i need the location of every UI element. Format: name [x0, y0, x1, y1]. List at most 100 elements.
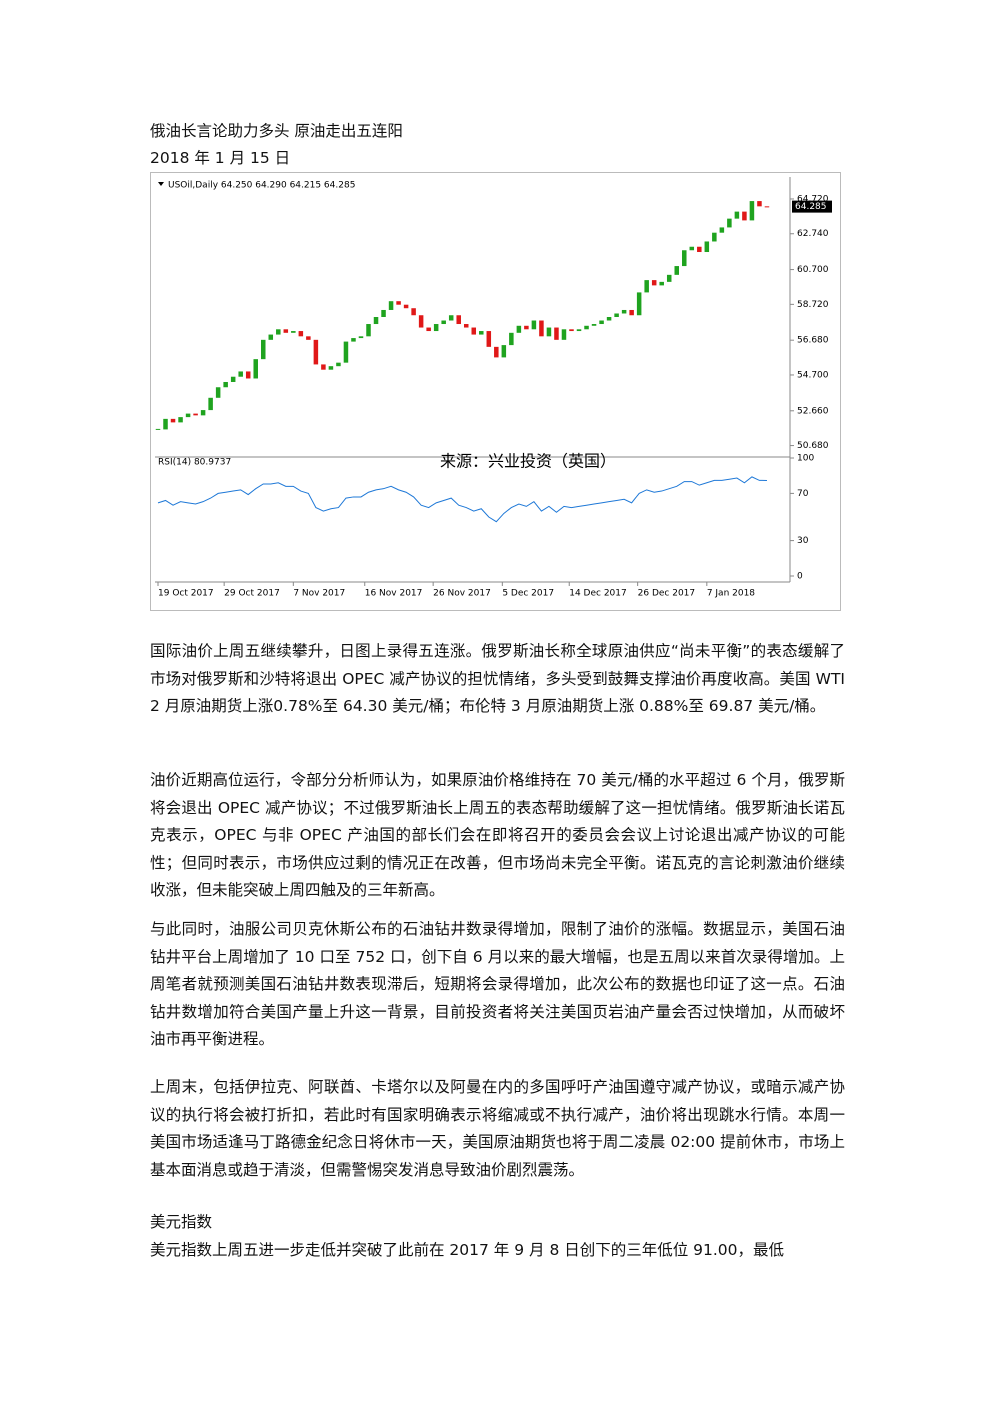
candle [388, 301, 394, 310]
candle [614, 313, 619, 317]
candle [636, 292, 642, 316]
x-tick-label: 14 Dec 2017 [569, 589, 627, 599]
candle [697, 246, 702, 253]
candle [328, 366, 334, 370]
price-tag [792, 200, 832, 213]
candle [253, 359, 258, 379]
rsi-label: RSI(14) 80.9737 [158, 458, 231, 468]
candle [561, 329, 567, 340]
paragraph: 国际油价上周五继续攀升，日图上录得五连涨。俄罗斯油长称全球原油供应“尚未平衡”的… [150, 642, 845, 715]
candle [659, 281, 664, 286]
candle [170, 418, 176, 423]
section-heading: 美元指数 [150, 1213, 213, 1231]
candle [433, 324, 439, 332]
candle [546, 327, 552, 337]
title: 俄油长言论助力多头 原油走出五连阳 [150, 122, 403, 140]
candle [689, 246, 695, 251]
y-tick-label: 56.680 [797, 336, 829, 346]
x-tick-label: 7 Nov 2017 [293, 589, 345, 599]
candle [366, 324, 371, 337]
rsi-tick-label: 100 [797, 454, 814, 464]
candle [727, 218, 732, 228]
candle [396, 301, 401, 305]
x-tick-label: 26 Dec 2017 [638, 589, 696, 599]
candle [719, 227, 725, 233]
y-tick-label: 64.720 [797, 194, 829, 204]
paragraph: 油价近期高位运行，令部分分析师认为，如果原油价格维持在 70 美元/桶的水平超过… [150, 771, 845, 899]
candle [313, 339, 319, 365]
rsi-tick-label: 0 [797, 572, 803, 582]
candle [245, 371, 251, 379]
candle [321, 364, 326, 370]
candle [764, 206, 770, 208]
candle [343, 341, 349, 363]
candle [479, 331, 484, 335]
candle [576, 329, 582, 332]
candle [163, 418, 168, 430]
candle [712, 232, 717, 242]
candle [178, 417, 183, 423]
icon [158, 182, 164, 186]
candle [471, 327, 477, 335]
candle [418, 315, 424, 328]
x-tick-label: 5 Dec 2017 [502, 589, 554, 599]
candle [666, 274, 672, 282]
y-tick-label: 60.700 [797, 265, 829, 275]
y-tick-label: 54.700 [797, 370, 829, 380]
candle [494, 346, 499, 358]
x-tick-label: 7 Jan 2018 [707, 589, 755, 599]
chart-header: USOil,Daily 64.250 64.290 64.215 64.285 [168, 181, 355, 191]
date: 2018 年 1 月 15 日 [150, 149, 291, 167]
candle [749, 201, 755, 221]
candle [734, 211, 740, 219]
x-tick-label: 26 Nov 2017 [433, 589, 491, 599]
price-tag-label: 64.285 [795, 202, 827, 212]
candle [516, 325, 522, 333]
rsi-tick-label: 70 [797, 489, 809, 499]
candle [283, 329, 289, 333]
candle [223, 381, 228, 388]
y-tick-label: 50.680 [797, 441, 829, 451]
candle [524, 325, 529, 330]
candle [651, 280, 657, 286]
candle [298, 331, 304, 337]
candle [621, 309, 627, 314]
candle [358, 336, 364, 339]
candle [742, 211, 747, 221]
candle [193, 413, 198, 416]
paragraph: 上周末，包括伊拉克、阿联酋、卡塔尔以及阿曼在内的多国呼吁产油国遵守减产协议，或暗… [150, 1078, 845, 1179]
candle [411, 308, 416, 316]
candle [704, 241, 710, 253]
y-tick-label: 58.720 [797, 300, 829, 310]
rsi-tick-label: 30 [797, 536, 809, 546]
x-tick-label: 19 Oct 2017 [158, 589, 214, 599]
watermark: 来源：兴业投资（英国） [440, 452, 616, 471]
candle [584, 325, 589, 330]
candle [426, 327, 431, 332]
candle [268, 334, 274, 340]
candle [757, 201, 762, 207]
y-tick-label: 62.740 [797, 229, 829, 239]
candle [306, 336, 311, 340]
candle [336, 362, 341, 367]
candle [441, 320, 446, 325]
candle [215, 387, 221, 398]
candle [509, 332, 514, 346]
y-tick-label: 52.660 [797, 406, 829, 416]
candle [682, 250, 687, 267]
chart-frame [150, 172, 841, 611]
paragraph: 与此同时，油服公司贝克休斯公布的石油钻井数录得增加，限制了油价的涨幅。数据显示，… [150, 920, 845, 1048]
candle [599, 320, 604, 325]
candle [373, 317, 379, 325]
candle [629, 309, 634, 316]
candle [456, 315, 461, 325]
candle [486, 331, 492, 347]
candle [501, 345, 507, 358]
candle [403, 304, 409, 309]
candle [644, 280, 649, 293]
x-tick-label: 16 Nov 2017 [365, 589, 423, 599]
candle [448, 315, 454, 321]
candle [463, 324, 469, 328]
rsi-line [157, 476, 767, 523]
